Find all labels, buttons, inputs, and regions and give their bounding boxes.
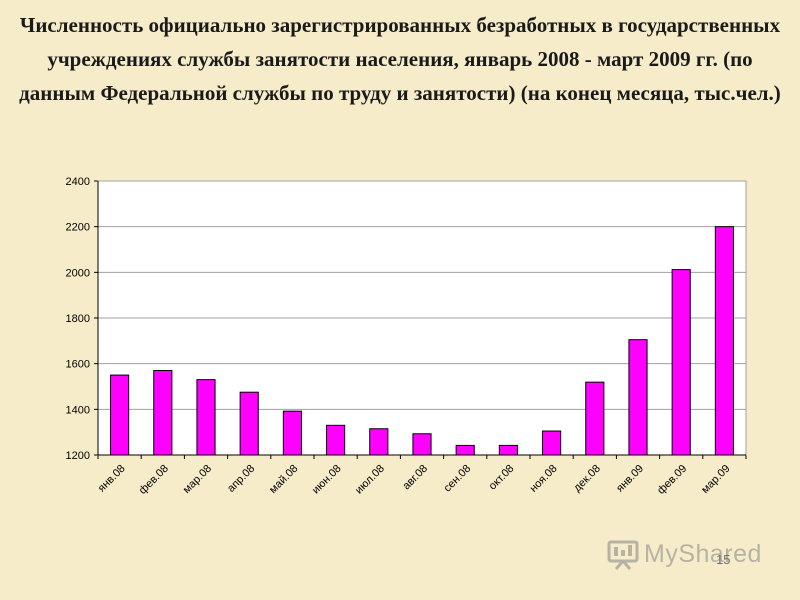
x-tick-label: фев.08 (137, 463, 171, 497)
bar (369, 428, 389, 456)
presentation-board-icon (607, 540, 639, 570)
x-tick-label: май.08 (267, 463, 300, 496)
watermark-text: MyShared (644, 539, 762, 568)
x-tick-label: фев.09 (655, 463, 689, 497)
x-tick-label: мар.08 (181, 463, 214, 496)
x-tick-label: апр.08 (225, 463, 257, 495)
bar (628, 339, 648, 456)
bar (282, 410, 302, 456)
x-tick-label: янв.08 (96, 463, 128, 495)
x-tick-label: июл.08 (353, 463, 387, 497)
bar (542, 430, 562, 456)
y-tick-label: 1800 (66, 313, 90, 325)
x-tick-label: июн.08 (310, 463, 344, 497)
x-tick-label: окт.08 (487, 463, 517, 493)
bar (714, 226, 734, 456)
y-tick-label: 1600 (66, 359, 90, 371)
bar (585, 381, 605, 456)
y-tick-label: 2400 (66, 176, 90, 188)
bar (239, 391, 259, 456)
y-tick-labels: 1200 1400 1600 1800 2000 2200 2400 (66, 176, 90, 462)
x-tick-label: ноя.08 (528, 463, 560, 495)
x-tick-label: мар.09 (699, 463, 732, 496)
bar (110, 374, 130, 456)
x-tick-label: сен.08 (442, 463, 474, 495)
x-tick-label: янв.09 (614, 463, 646, 495)
y-tick-label: 1400 (66, 404, 90, 416)
y-tick-label: 2000 (66, 267, 90, 279)
x-tick-label: дек.08 (571, 463, 603, 495)
watermark-logo: MyShared (606, 534, 762, 574)
x-tick-labels: янв.08 фев.08 мар.08 апр.08 май.08 июн.08 июл.… (96, 463, 733, 497)
bar (671, 269, 691, 456)
page-number: 15 (716, 552, 731, 567)
bar (412, 433, 432, 456)
axes (94, 180, 747, 459)
bar (498, 444, 518, 456)
bar (326, 424, 346, 456)
y-tick-label: 2200 (66, 222, 90, 234)
bar (455, 444, 475, 456)
gridlines (98, 180, 746, 455)
bar (196, 379, 216, 456)
slide-title: Численность официально зарегистрированны… (19, 13, 781, 105)
y-tick-label: 1200 (66, 450, 90, 462)
bar (153, 370, 173, 456)
x-tick-label: авг.08 (400, 463, 430, 493)
